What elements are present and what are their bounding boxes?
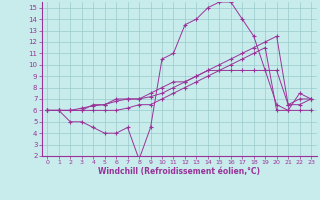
- X-axis label: Windchill (Refroidissement éolien,°C): Windchill (Refroidissement éolien,°C): [98, 167, 260, 176]
